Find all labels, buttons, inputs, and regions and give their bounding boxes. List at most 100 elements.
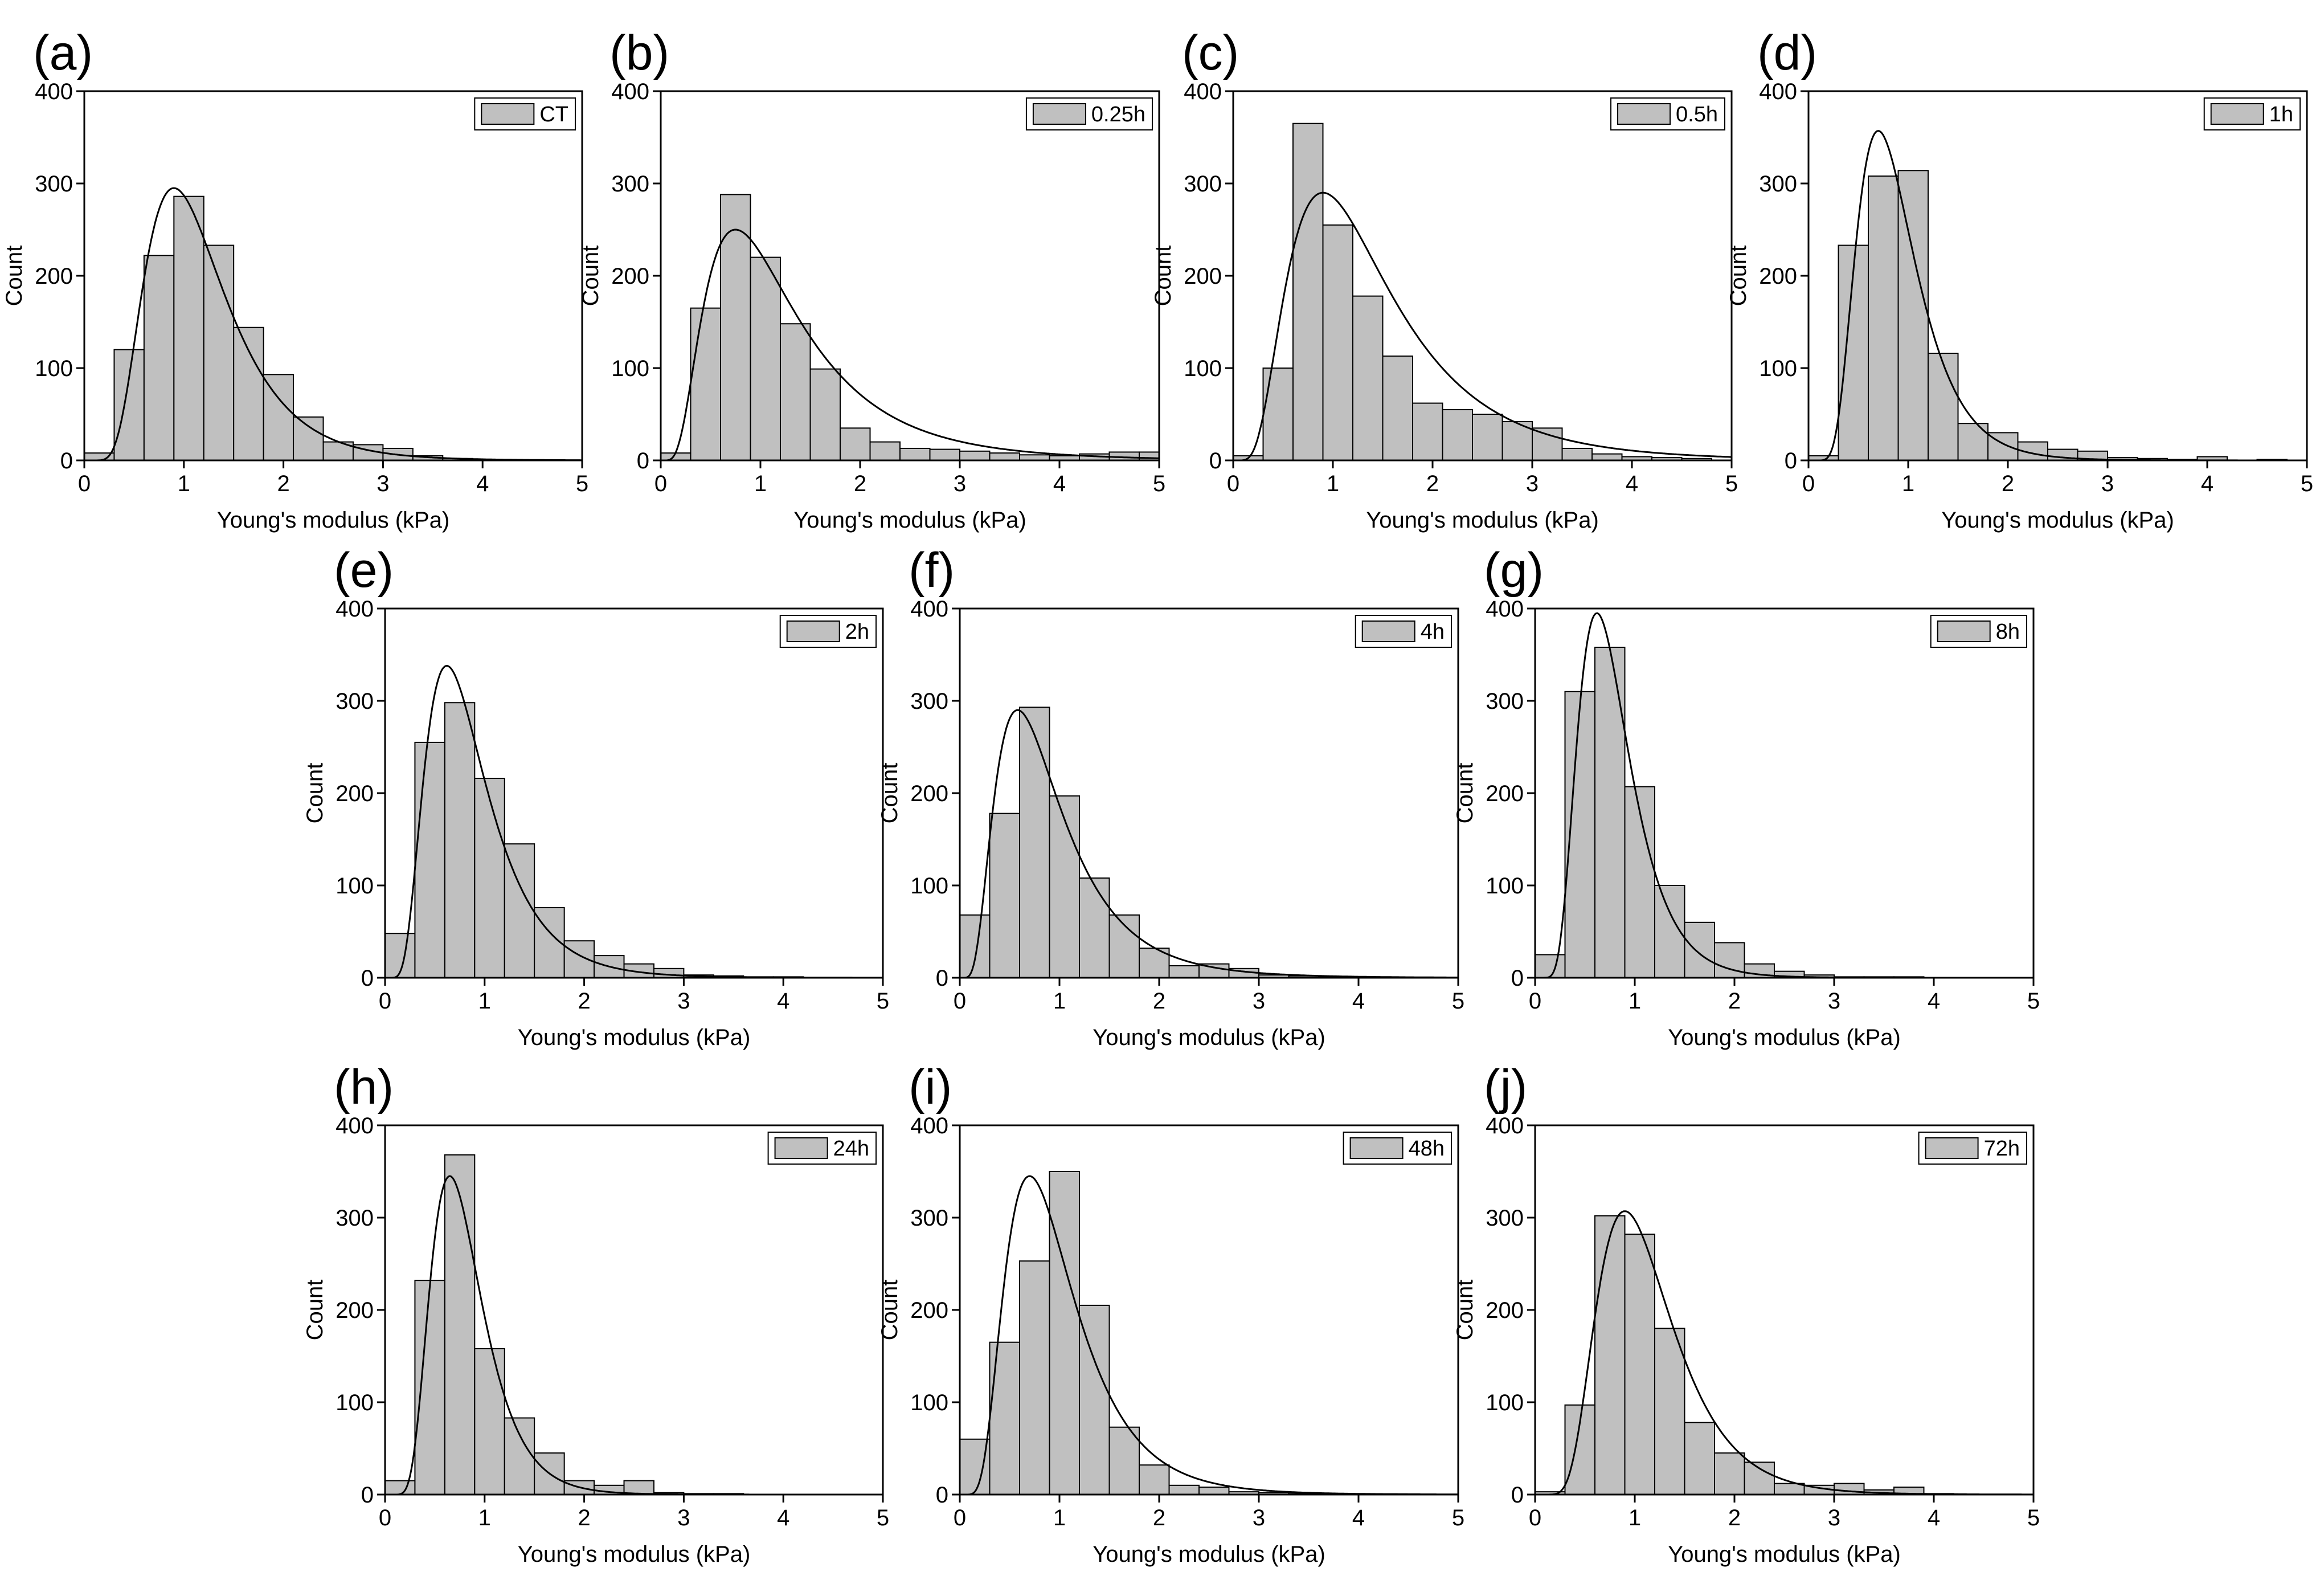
- x-tick-label: 1: [178, 471, 190, 496]
- x-axis-title: Young's modulus (kPa): [518, 1025, 751, 1050]
- histogram-bar: [173, 195, 204, 461]
- legend-label: 2h: [845, 620, 869, 644]
- x-tick-label: 0: [654, 471, 667, 496]
- histogram-bar: [263, 374, 294, 462]
- y-tick-label: 0: [60, 448, 73, 473]
- histogram-bar: [1292, 123, 1324, 461]
- x-tick-label: 1: [1053, 1505, 1066, 1530]
- panel-label: (f): [909, 543, 955, 598]
- y-axis-title: Count: [1452, 1280, 1478, 1341]
- y-tick-label: 0: [936, 966, 948, 991]
- x-tick-label: 2: [1728, 1505, 1741, 1530]
- histogram-bar: [899, 447, 931, 462]
- histogram-bar: [840, 427, 871, 461]
- y-tick-label: 400: [335, 1113, 374, 1138]
- histogram-bar: [1412, 402, 1443, 461]
- legend-label: 8h: [1996, 620, 2020, 644]
- x-tick-label: 5: [1452, 989, 1464, 1014]
- x-tick-label: 3: [377, 471, 389, 496]
- panel-label: (b): [609, 26, 669, 80]
- histogram-bar: [959, 914, 991, 978]
- legend-swatch: [786, 620, 840, 642]
- y-axis-title: Count: [302, 1280, 328, 1341]
- histogram-bar: [1108, 1426, 1140, 1495]
- x-tick-label: 4: [476, 471, 489, 496]
- x-tick-label: 1: [1902, 471, 1914, 496]
- y-tick-label: 300: [335, 1206, 374, 1231]
- y-tick-label: 200: [1759, 264, 1797, 289]
- x-tick-label: 3: [1253, 1505, 1265, 1530]
- x-tick-label: 5: [2301, 471, 2313, 496]
- panel-label: (a): [33, 26, 93, 80]
- x-tick-label: 0: [78, 471, 91, 496]
- histogram-bar: [1168, 1484, 1200, 1496]
- x-tick-label: 2: [2002, 471, 2014, 496]
- histogram-bar: [623, 1480, 654, 1495]
- x-tick-label: 5: [2027, 1505, 2040, 1530]
- histogram-bar: [444, 702, 476, 978]
- panel-label: (h): [334, 1060, 394, 1114]
- y-tick-label: 200: [1184, 264, 1222, 289]
- histogram-bar: [414, 1280, 445, 1495]
- panel-label: (g): [1484, 543, 1544, 598]
- histogram-bar: [1352, 295, 1384, 461]
- y-tick-label: 200: [335, 1298, 374, 1323]
- x-tick-label: 2: [854, 471, 866, 496]
- y-tick-label: 0: [361, 966, 374, 991]
- legend: CT: [474, 97, 576, 130]
- chart-panel: (h) 0 1 2 3 4 5 0 100 200 300 400 Young's modulus (k…: [302, 1060, 889, 1567]
- x-tick-label: 4: [1352, 1505, 1365, 1530]
- x-axis-title: Young's modulus (kPa): [1093, 1542, 1325, 1567]
- histogram-bar: [1049, 1171, 1080, 1495]
- histogram-bar: [293, 416, 324, 461]
- x-tick-label: 1: [478, 989, 491, 1014]
- x-tick-label: 3: [1253, 989, 1265, 1014]
- x-tick-label: 3: [1526, 471, 1539, 496]
- y-tick-label: 400: [335, 597, 374, 622]
- y-tick-label: 0: [1511, 966, 1524, 991]
- x-tick-label: 0: [379, 1505, 391, 1530]
- panel-label: (j): [1484, 1060, 1527, 1114]
- histogram-bar: [1472, 414, 1503, 461]
- y-tick-label: 0: [1785, 448, 1797, 473]
- y-tick-label: 100: [1486, 1390, 1524, 1415]
- x-tick-label: 0: [954, 1505, 966, 1530]
- histogram-bar: [1834, 1483, 1865, 1496]
- x-axis-title: Young's modulus (kPa): [1366, 508, 1599, 533]
- y-tick-label: 200: [611, 264, 649, 289]
- x-tick-label: 1: [478, 1505, 491, 1530]
- x-tick-label: 0: [954, 989, 966, 1014]
- histogram-bar: [750, 256, 781, 461]
- y-tick-label: 200: [1486, 781, 1524, 806]
- x-tick-label: 0: [1802, 471, 1815, 496]
- legend: 48h: [1343, 1132, 1452, 1165]
- histogram-bar: [653, 967, 685, 979]
- x-tick-label: 3: [677, 1505, 690, 1530]
- histogram-bar: [959, 1438, 991, 1496]
- x-tick-label: 5: [877, 989, 889, 1014]
- y-axis-title: Count: [1151, 246, 1176, 307]
- legend-swatch: [1032, 103, 1086, 125]
- histogram-bar: [1624, 1234, 1655, 1495]
- legend-label: 72h: [1984, 1137, 2020, 1161]
- legend-swatch: [1361, 620, 1415, 642]
- x-axis-title: Young's modulus (kPa): [1093, 1025, 1325, 1050]
- histogram-bar: [1714, 1452, 1745, 1496]
- x-tick-label: 1: [1327, 471, 1339, 496]
- y-tick-label: 300: [1486, 1206, 1524, 1231]
- legend: 24h: [767, 1132, 877, 1165]
- y-axis-title: Count: [302, 763, 328, 824]
- y-tick-label: 100: [1184, 356, 1222, 381]
- histogram-bar: [474, 1348, 505, 1496]
- x-tick-label: 3: [2101, 471, 2114, 496]
- histogram-bar: [989, 1341, 1020, 1495]
- y-tick-label: 200: [910, 781, 948, 806]
- legend: 8h: [1930, 615, 2027, 648]
- y-tick-label: 400: [1486, 1113, 1524, 1138]
- legend-swatch: [481, 103, 535, 125]
- x-tick-label: 4: [2201, 471, 2213, 496]
- histogram-bar: [929, 448, 960, 461]
- y-tick-label: 300: [1486, 689, 1524, 714]
- y-tick-label: 0: [361, 1483, 374, 1508]
